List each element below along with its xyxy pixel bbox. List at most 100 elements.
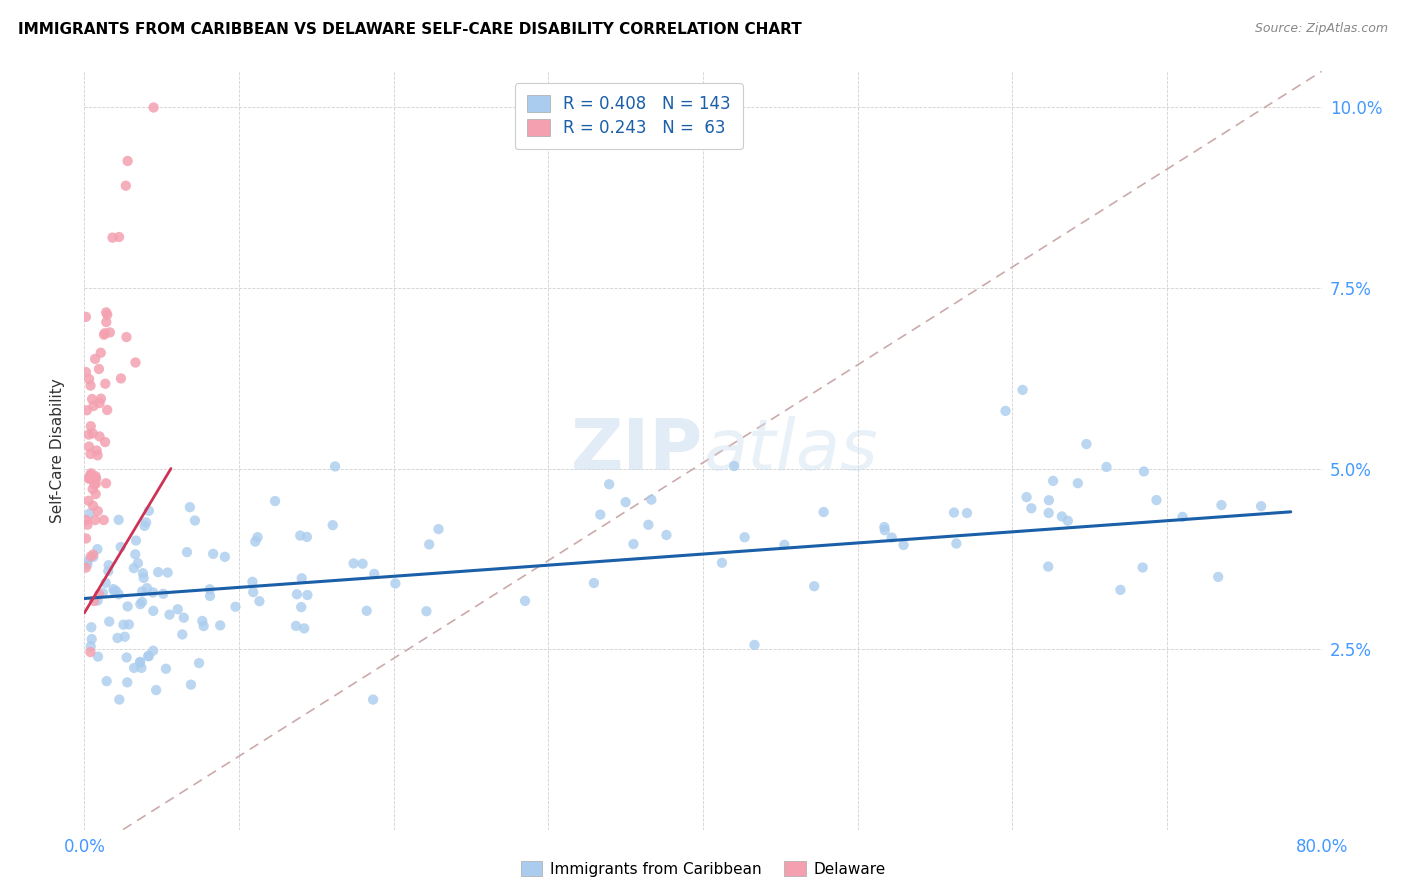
Point (152, 587, 174, 601)
Point (1250, 499, 1272, 513)
Point (93, 513, 115, 527)
Text: atlas: atlas (703, 416, 877, 485)
Point (803, 579, 825, 593)
Point (198, 582, 221, 597)
Point (84, 469, 107, 483)
Point (84, 487, 107, 501)
Point (89, 396, 111, 410)
Point (77, 493, 100, 508)
Legend: Immigrants from Caribbean, Delaware: Immigrants from Caribbean, Delaware (513, 853, 893, 884)
Point (242, 585, 264, 599)
Point (98, 326, 121, 340)
Point (96, 305, 118, 319)
Point (82, 549, 104, 564)
Point (994, 404, 1017, 418)
Point (80, 467, 103, 481)
Point (136, 648, 159, 663)
Point (363, 566, 385, 581)
Point (83, 594, 105, 608)
Point (209, 618, 232, 632)
Point (285, 619, 308, 633)
Point (118, 617, 141, 632)
Point (79, 472, 101, 486)
Point (873, 523, 896, 537)
Point (943, 506, 966, 520)
Point (893, 538, 915, 552)
Point (1042, 474, 1064, 488)
Point (124, 547, 146, 561)
Point (598, 477, 620, 491)
Point (82, 426, 104, 441)
Point (285, 587, 308, 601)
Point (159, 607, 181, 622)
Point (427, 522, 450, 536)
Point (637, 517, 659, 532)
Point (655, 528, 678, 542)
Point (290, 600, 312, 615)
Point (82, 499, 104, 513)
Point (75, 532, 97, 546)
Point (110, 540, 132, 554)
Point (342, 557, 364, 571)
Point (103, 584, 125, 599)
Point (129, 656, 152, 670)
Point (94, 435, 117, 450)
Point (193, 619, 215, 633)
Point (87, 362, 110, 376)
Point (1038, 559, 1060, 574)
Point (184, 514, 207, 528)
Point (129, 597, 152, 611)
Point (75, 310, 97, 324)
Point (1171, 509, 1194, 524)
Point (1050, 509, 1073, 524)
Point (79, 447, 101, 461)
Point (744, 638, 766, 652)
Point (86, 542, 108, 557)
Point (1095, 459, 1118, 474)
Point (1132, 560, 1154, 574)
Point (1109, 582, 1132, 597)
Point (945, 536, 967, 550)
Point (117, 153, 139, 168)
Point (94, 326, 117, 341)
Point (96, 403, 118, 417)
Point (131, 661, 153, 675)
Point (97, 564, 120, 578)
Point (142, 643, 165, 657)
Point (292, 621, 315, 635)
Point (614, 495, 637, 509)
Point (82, 548, 104, 562)
Point (87, 649, 110, 664)
Point (115, 650, 138, 665)
Point (96, 315, 118, 329)
Point (135, 516, 157, 530)
Point (224, 599, 246, 614)
Point (80, 549, 103, 564)
Point (179, 500, 201, 515)
Y-axis label: Self-Care Disability: Self-Care Disability (51, 378, 65, 523)
Point (122, 561, 145, 575)
Point (415, 604, 437, 618)
Point (1011, 383, 1033, 397)
Point (84, 476, 107, 491)
Point (86, 593, 108, 607)
Point (97, 558, 120, 573)
Point (245, 534, 267, 549)
Point (290, 528, 312, 542)
Point (956, 506, 979, 520)
Point (418, 537, 440, 551)
Point (166, 602, 188, 616)
Point (132, 566, 155, 581)
Point (214, 549, 236, 564)
Point (94, 476, 117, 491)
Point (77, 427, 100, 442)
Legend: R = 0.408   N = 143, R = 0.243   N =  63: R = 0.408 N = 143, R = 0.243 N = 63 (515, 84, 742, 149)
Point (107, 513, 129, 527)
Point (108, 692, 131, 706)
Point (75, 513, 97, 527)
Text: IMMIGRANTS FROM CARIBBEAN VS DELAWARE SELF-CARE DISABILITY CORRELATION CHART: IMMIGRANTS FROM CARIBBEAN VS DELAWARE SE… (18, 22, 801, 37)
Point (84, 351, 107, 366)
Point (136, 581, 159, 595)
Point (322, 518, 344, 533)
Point (131, 584, 153, 599)
